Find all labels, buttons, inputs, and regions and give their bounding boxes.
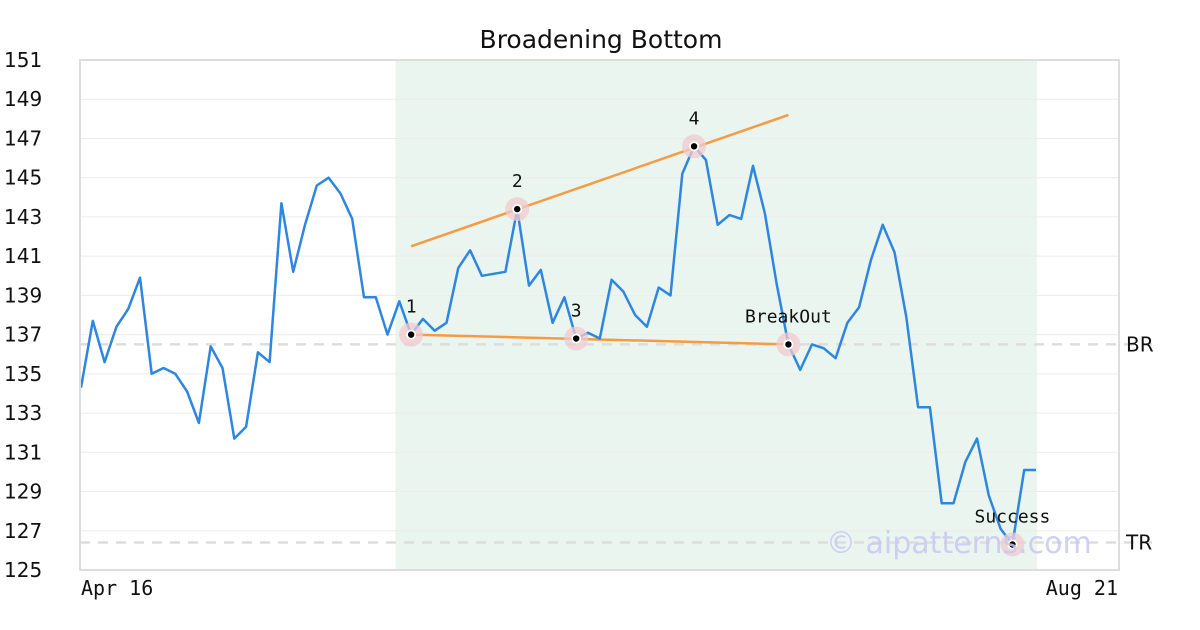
- point-marker-1: [407, 331, 415, 338]
- point-marker-success: [1009, 541, 1016, 548]
- y-tick-label: 129: [4, 480, 42, 504]
- y-tick-label: 151: [4, 48, 42, 72]
- y-tick-label: 143: [4, 205, 42, 229]
- price-line: [79, 145, 1036, 546]
- pattern-zone: [395, 60, 1037, 570]
- pattern-zone-layer: [395, 60, 1037, 570]
- point-label-success: Success: [974, 507, 1050, 528]
- x-tick-label-end: Aug 21: [1046, 576, 1118, 600]
- trendline-upper: [410, 113, 789, 248]
- y-tick-label: 145: [4, 166, 42, 190]
- point-label-breakout: BreakOut: [745, 306, 832, 327]
- point-marker-breakout: [785, 341, 792, 348]
- axis-layer: 1251271291311331351371391411431451471491…: [4, 48, 1120, 600]
- point-marker-2: [514, 205, 521, 213]
- x-tick-label-start: Apr 16: [81, 576, 153, 600]
- y-tick-label: 147: [4, 126, 42, 150]
- point-label-2: 2: [512, 171, 523, 192]
- level-label-tr: TR: [1125, 531, 1152, 555]
- chart-title: Broadening Bottom: [480, 25, 723, 54]
- y-tick-label: 127: [4, 519, 42, 543]
- point-label-1: 1: [406, 297, 417, 318]
- marker-layer: 1 2 3 4 BreakOut Success: [399, 108, 1050, 557]
- watermark: © aipatterns.com: [826, 526, 1092, 561]
- y-tick-label: 131: [4, 440, 42, 464]
- y-tick-label: 149: [4, 87, 42, 111]
- y-tick-label: 139: [4, 283, 42, 307]
- y-tick-label: 135: [4, 362, 42, 386]
- plot-frame: [79, 59, 1120, 571]
- y-tick-label: 141: [4, 244, 42, 268]
- point-marker-3: [572, 335, 580, 342]
- y-tick-label: 137: [4, 323, 42, 347]
- y-tick-label: 133: [4, 401, 42, 425]
- point-label-4: 4: [689, 108, 700, 129]
- series-layer: [79, 145, 1036, 546]
- point-marker-4: [690, 143, 698, 150]
- level-layer: BR TR: [80, 332, 1160, 555]
- point-label-3: 3: [571, 301, 582, 322]
- y-tick-label: 125: [4, 558, 42, 582]
- level-label-br: BR: [1126, 332, 1154, 356]
